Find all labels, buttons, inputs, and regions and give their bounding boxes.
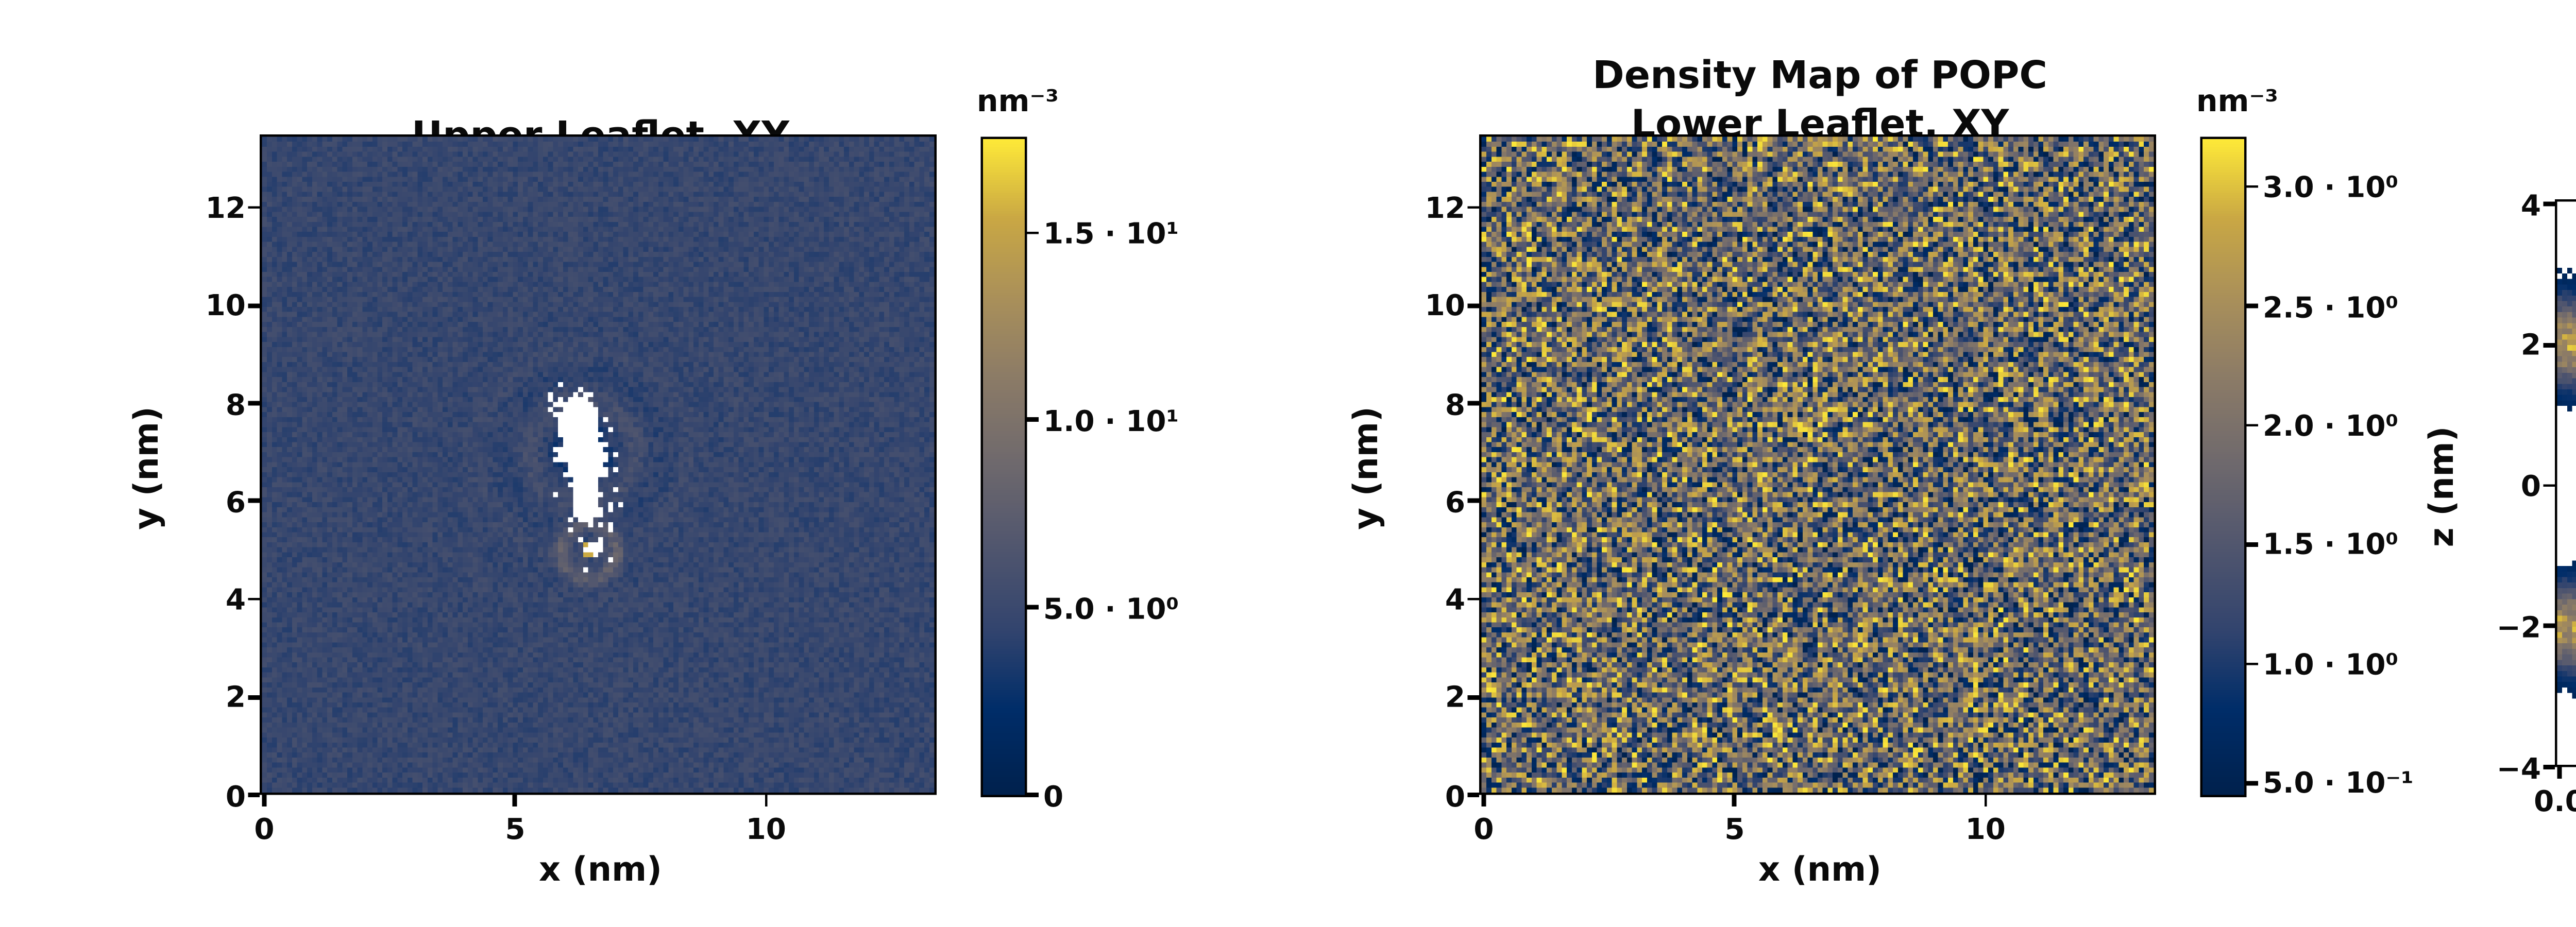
colorbar bbox=[2199, 136, 2246, 797]
x-tick-label: 10 bbox=[1965, 811, 2006, 846]
y-tick-label: 6 bbox=[1445, 484, 1465, 519]
tick-mark bbox=[1468, 793, 1480, 797]
colorbar-tick-label: 2.5 · 10⁰ bbox=[2263, 288, 2399, 323]
y-tick-label: 0 bbox=[225, 777, 246, 813]
colorbar-tick-label: 1.5 · 10¹ bbox=[1043, 215, 1179, 250]
colorbar-tick-label: 3.0 · 10⁰ bbox=[2263, 169, 2399, 204]
tick-mark bbox=[2557, 767, 2562, 779]
tick-mark bbox=[1027, 605, 1039, 610]
tick-mark bbox=[513, 795, 517, 806]
y-tick-label: 2 bbox=[1445, 679, 1465, 715]
tick-mark bbox=[1027, 418, 1039, 422]
tick-mark bbox=[2247, 781, 2258, 785]
tick-mark bbox=[249, 793, 261, 797]
tick-mark bbox=[1468, 499, 1480, 503]
y-tick-label: 4 bbox=[2520, 186, 2541, 221]
y-tick-label: 12 bbox=[205, 190, 246, 225]
tick-mark bbox=[1733, 795, 1737, 806]
tick-mark bbox=[1468, 695, 1480, 699]
y-tick-label: 8 bbox=[225, 386, 246, 421]
tick-mark bbox=[1482, 795, 1486, 806]
tick-mark bbox=[249, 499, 261, 503]
tick-mark bbox=[2544, 624, 2556, 628]
y-tick-label: 6 bbox=[225, 484, 246, 519]
y-tick-label: −2 bbox=[2496, 609, 2541, 644]
y-tick-label: 0 bbox=[2520, 468, 2541, 503]
tick-mark bbox=[1027, 793, 1039, 797]
x-tick-label: 0 bbox=[1473, 811, 1494, 846]
tick-mark bbox=[1468, 205, 1480, 210]
tick-mark bbox=[2247, 662, 2258, 666]
colorbar-tick-label: 1.0 · 10¹ bbox=[1043, 403, 1179, 438]
y-tick-label: 4 bbox=[1445, 581, 1465, 617]
y-tick-label: −4 bbox=[2496, 749, 2541, 785]
y-tick-label: 10 bbox=[1425, 288, 1465, 323]
y-tick-label: 2 bbox=[2520, 327, 2541, 363]
colorbar-tick-label: 0 bbox=[1043, 777, 1064, 813]
tick-mark bbox=[1984, 795, 1988, 806]
tick-mark bbox=[1468, 597, 1480, 601]
x-tick-label: 5 bbox=[1724, 811, 1745, 846]
x-axis-label: x (nm) bbox=[1758, 853, 1882, 890]
colorbar-tick-label: 1.5 · 10⁰ bbox=[2263, 527, 2399, 562]
y-tick-label: 12 bbox=[1425, 190, 1465, 225]
tick-mark bbox=[249, 205, 261, 210]
heatmap-canvas bbox=[263, 138, 936, 794]
tick-mark bbox=[249, 597, 261, 601]
colorbar-tick-label: 2.0 · 10⁰ bbox=[2263, 407, 2399, 443]
tick-mark bbox=[1027, 231, 1039, 235]
tick-mark bbox=[2544, 342, 2556, 347]
x-tick-label: 0 bbox=[254, 811, 275, 846]
colorbar-tick-label: 5.0 · 10⁰ bbox=[1043, 590, 1179, 625]
tick-mark bbox=[249, 303, 261, 307]
x-tick-label: 10 bbox=[745, 811, 786, 846]
tick-mark bbox=[2247, 304, 2258, 308]
colorbar-tick-label: 1.0 · 10⁰ bbox=[2263, 646, 2399, 681]
heatmap-upper-leaflet bbox=[260, 135, 938, 796]
tick-mark bbox=[249, 695, 261, 699]
y-tick-label: 10 bbox=[205, 288, 246, 323]
tick-mark bbox=[764, 795, 768, 806]
heatmap-lower-leaflet bbox=[1480, 135, 2157, 796]
y-tick-label: 2 bbox=[225, 679, 246, 715]
colorbar bbox=[980, 136, 1027, 797]
x-axis-label: y (nm) bbox=[2560, 820, 2576, 857]
y-tick-label: 0 bbox=[1445, 777, 1465, 813]
y-tick-label: 8 bbox=[1445, 386, 1465, 421]
heatmap-canvas bbox=[1482, 138, 2155, 794]
tick-mark bbox=[1468, 401, 1480, 405]
colorbar-unit-label: nm⁻³ bbox=[2196, 85, 2279, 121]
x-tick-label: 5 bbox=[505, 811, 526, 846]
colorbar-canvas bbox=[2201, 138, 2244, 795]
colorbar-canvas bbox=[982, 138, 1024, 795]
y-tick-label: 4 bbox=[225, 581, 246, 617]
tick-mark bbox=[2544, 202, 2556, 206]
tick-mark bbox=[262, 795, 266, 806]
tick-mark bbox=[2544, 765, 2556, 769]
tick-mark bbox=[2247, 542, 2258, 546]
tick-mark bbox=[249, 401, 261, 405]
tick-mark bbox=[2247, 423, 2258, 427]
colorbar-tick-label: 5.0 · 10⁻¹ bbox=[2263, 765, 2414, 801]
colorbar-unit-label: nm⁻³ bbox=[976, 85, 1059, 121]
x-axis-label: x (nm) bbox=[539, 853, 662, 890]
tick-mark bbox=[2247, 185, 2258, 189]
x-tick-label: 0.0 bbox=[2534, 783, 2576, 818]
y-axis-label: z (nm) bbox=[2425, 425, 2462, 546]
heatmap-transversal bbox=[2555, 200, 2576, 768]
heatmap-canvas bbox=[2558, 202, 2576, 766]
tick-mark bbox=[1468, 303, 1480, 307]
tick-mark bbox=[2544, 484, 2556, 488]
